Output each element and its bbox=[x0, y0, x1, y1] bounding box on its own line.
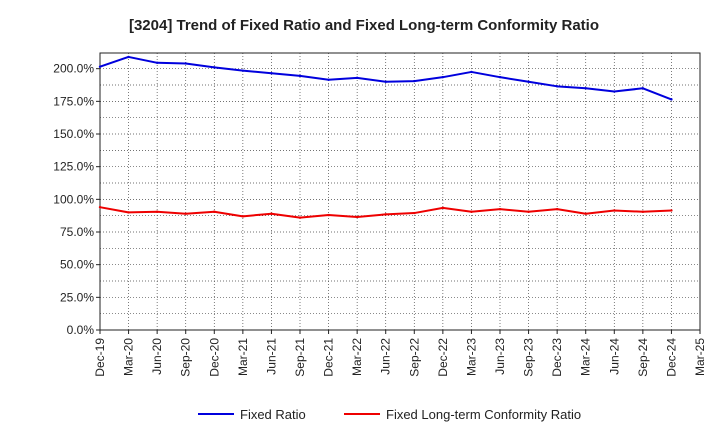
data-point bbox=[555, 85, 559, 88]
data-point bbox=[241, 69, 245, 72]
data-point bbox=[441, 206, 445, 210]
y-tick-label: 25.0% bbox=[60, 290, 94, 304]
data-point bbox=[470, 70, 473, 74]
data-point bbox=[384, 80, 387, 83]
data-point bbox=[98, 65, 102, 68]
data-point bbox=[498, 75, 502, 79]
data-point bbox=[670, 209, 673, 212]
x-tick-label: Dec-23 bbox=[550, 338, 564, 377]
x-tick-label: Sep-22 bbox=[407, 338, 421, 377]
y-tick-label: 75.0% bbox=[60, 225, 94, 239]
data-point bbox=[355, 76, 359, 80]
x-tick-label: Dec-22 bbox=[436, 338, 450, 377]
data-point bbox=[413, 79, 416, 83]
data-point bbox=[127, 55, 130, 59]
y-tick-label: 100.0% bbox=[53, 192, 94, 206]
x-tick-label: Mar-24 bbox=[579, 338, 593, 376]
data-point bbox=[298, 74, 302, 78]
data-point bbox=[527, 80, 530, 83]
data-point bbox=[127, 211, 130, 214]
chart-title: [3204] Trend of Fixed Ratio and Fixed Lo… bbox=[129, 17, 599, 34]
y-tick-label: 150.0% bbox=[53, 127, 94, 141]
x-tick-label: Mar-25 bbox=[693, 338, 707, 376]
data-point bbox=[641, 210, 645, 213]
x-tick-label: Mar-23 bbox=[464, 338, 478, 376]
data-point bbox=[155, 61, 159, 64]
data-point bbox=[213, 66, 216, 69]
data-point bbox=[613, 209, 616, 212]
x-tick-label: Mar-21 bbox=[236, 338, 250, 376]
x-tick-label: Dec-19 bbox=[93, 338, 107, 377]
data-point bbox=[327, 213, 330, 217]
x-tick-label: Sep-21 bbox=[293, 338, 307, 377]
x-tick-label: Mar-20 bbox=[122, 338, 136, 376]
x-tick-label: Jun-20 bbox=[150, 338, 164, 375]
data-point bbox=[527, 210, 530, 213]
data-point bbox=[584, 212, 587, 215]
y-tick-label: 50.0% bbox=[60, 258, 94, 272]
x-tick-label: Jun-24 bbox=[607, 338, 621, 375]
data-point bbox=[584, 87, 587, 90]
x-tick-labels: Dec-19 Mar-20 Jun-20 Sep-20 Dec-20 Mar-21 Jun-… bbox=[93, 330, 707, 377]
data-point bbox=[327, 78, 330, 81]
y-tick-label: 200.0% bbox=[53, 62, 94, 76]
x-tick-label: Jun-21 bbox=[264, 338, 278, 375]
x-tick-label: Sep-23 bbox=[522, 338, 536, 377]
data-point bbox=[98, 205, 102, 209]
x-tick-label: Dec-21 bbox=[322, 338, 336, 377]
legend-label: Fixed Ratio bbox=[240, 407, 306, 422]
data-point bbox=[155, 210, 159, 213]
data-point bbox=[498, 207, 502, 211]
plot-frame bbox=[99, 52, 701, 331]
axes bbox=[99, 52, 701, 331]
x-tick-label: Sep-20 bbox=[179, 338, 193, 377]
series-lines bbox=[98, 55, 673, 219]
data-point bbox=[470, 210, 473, 213]
x-tick-label: Sep-24 bbox=[636, 338, 650, 377]
data-point bbox=[355, 215, 359, 219]
data-point bbox=[641, 87, 645, 90]
legend: Fixed Ratio Fixed Long-term Conformity Ra… bbox=[198, 407, 581, 422]
x-tick-label: Jun-23 bbox=[493, 338, 507, 375]
data-point bbox=[413, 211, 416, 215]
data-point bbox=[184, 212, 187, 215]
data-point bbox=[270, 72, 273, 75]
data-point bbox=[298, 216, 302, 219]
data-point bbox=[613, 90, 616, 93]
data-point bbox=[270, 212, 273, 215]
data-point bbox=[241, 215, 245, 218]
y-tick-labels: 0.0% 25.0% 50.0% 75.0% 100.0% 125.0% 150.0% 175… bbox=[53, 62, 100, 337]
x-tick-label: Jun-22 bbox=[379, 338, 393, 375]
data-point bbox=[213, 210, 216, 213]
x-tick-label: Mar-22 bbox=[350, 338, 364, 376]
x-tick-label: Dec-24 bbox=[664, 338, 678, 377]
x-tick-label: Dec-20 bbox=[207, 338, 221, 377]
y-tick-label: 125.0% bbox=[53, 160, 94, 174]
data-point bbox=[184, 62, 187, 65]
data-point bbox=[441, 75, 445, 79]
legend-label: Fixed Long-term Conformity Ratio bbox=[386, 407, 581, 422]
data-point bbox=[670, 98, 673, 101]
y-tick-label: 0.0% bbox=[67, 323, 95, 337]
data-point bbox=[384, 213, 387, 216]
grid bbox=[100, 53, 701, 330]
data-point bbox=[555, 207, 559, 211]
y-tick-label: 175.0% bbox=[53, 94, 94, 108]
